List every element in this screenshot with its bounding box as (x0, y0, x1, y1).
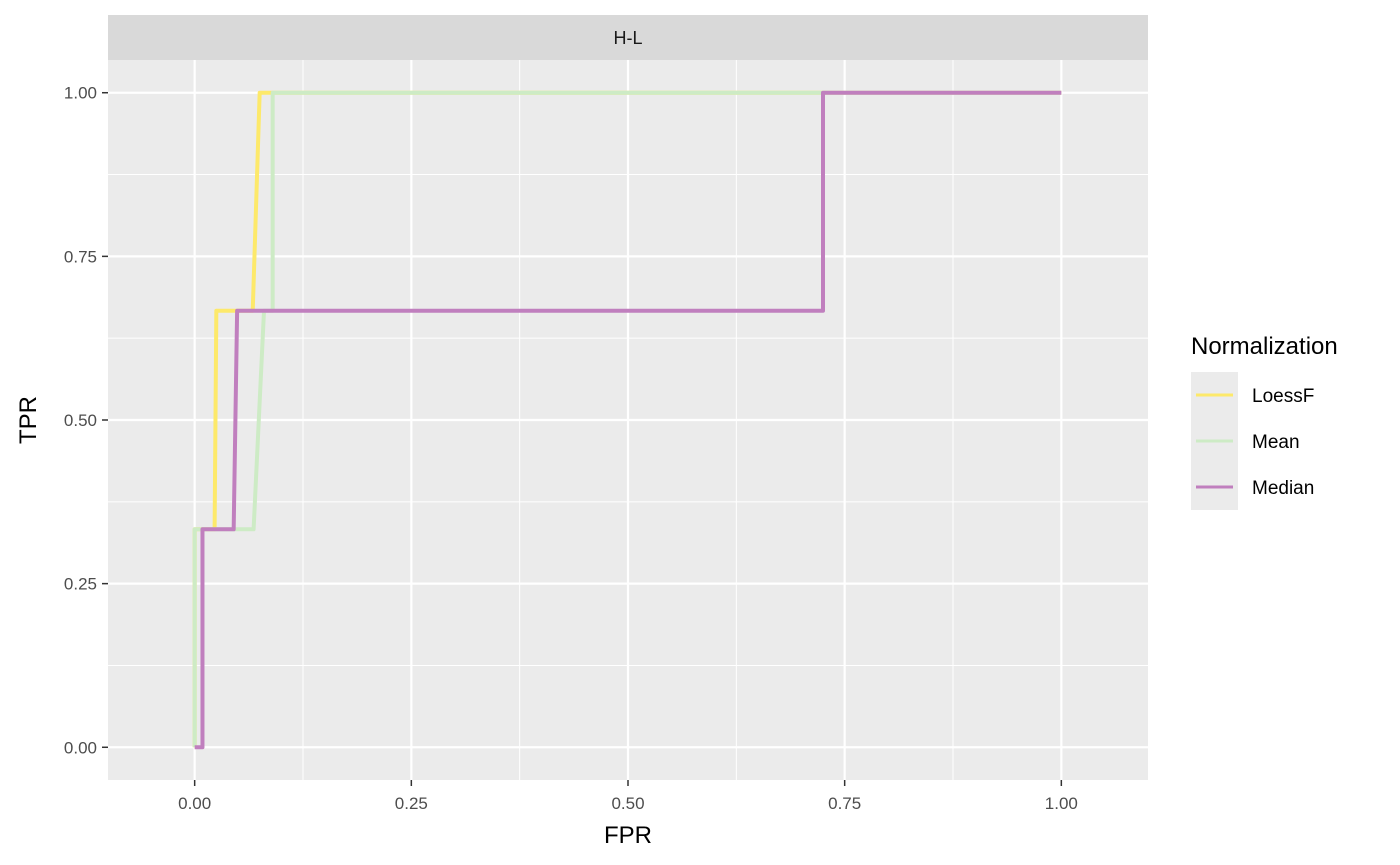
x-tick-label: 0.50 (611, 794, 644, 813)
y-tick-label: 0.50 (64, 411, 97, 430)
legend-title: Normalization (1191, 333, 1338, 360)
grid-lines (108, 60, 1148, 780)
x-tick-label: 0.00 (178, 794, 211, 813)
x-tick-label: 0.25 (395, 794, 428, 813)
y-tick-label: 1.00 (64, 84, 97, 103)
legend-label-median: Median (1252, 478, 1314, 499)
legend-label-loessf: LoessF (1252, 386, 1314, 407)
series-lines (192, 90, 1062, 750)
x-tick-label: 0.75 (828, 794, 861, 813)
series-line-median (194, 90, 1062, 750)
y-tick-label: 0.00 (64, 738, 97, 757)
x-tick-label: 1.00 (1045, 794, 1078, 813)
y-tick-label: 0.25 (64, 575, 97, 594)
x-axis-ticks: 0.00 0.25 0.50 0.75 1.00 (178, 780, 1078, 813)
y-axis-ticks: 0.00 0.25 0.50 0.75 1.00 (64, 84, 108, 757)
facet-strip-label: H-L (613, 28, 642, 48)
y-axis-title: TPR (15, 396, 42, 444)
facet-strip (108, 15, 1148, 60)
legend: LoessF Mean Median (1191, 372, 1314, 510)
y-tick-label: 0.75 (64, 247, 97, 266)
x-axis-title: FPR (604, 822, 652, 849)
legend-label-mean: Mean (1252, 432, 1300, 453)
